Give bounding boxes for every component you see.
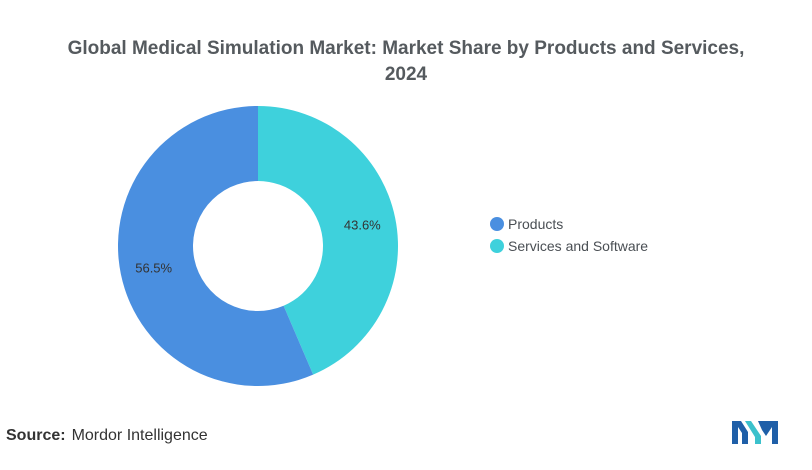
source-value: Mordor Intelligence: [71, 427, 208, 444]
legend: Products Services and Software: [490, 214, 648, 258]
chart-title: Global Medical Simulation Market: Market…: [0, 36, 812, 88]
source-note: Source: Mordor Intelligence: [6, 427, 208, 445]
legend-label-services-and-software: Services and Software: [508, 238, 649, 254]
data-label-services-and-software: 43.6%: [344, 218, 381, 233]
logo-right-shape: [758, 421, 778, 444]
source-key: Source:: [6, 427, 66, 444]
legend-label-products: Products: [508, 216, 564, 232]
data-label-products: 56.5%: [135, 260, 172, 275]
slice-products: [118, 106, 314, 386]
legend-item-services-and-software: Services and Software: [490, 236, 648, 256]
legend-swatch-products: [490, 217, 504, 231]
chart-title-line-2: 2024: [384, 64, 428, 85]
slice-services-and-software: [258, 105, 399, 375]
legend-swatch-services-and-software: [490, 239, 504, 253]
legend-item-products: Products: [490, 214, 648, 234]
chart-title-line-1: Global Medical Simulation Market: Market…: [67, 38, 745, 59]
logo-left-shape: [732, 421, 748, 444]
logo-middle-shape: [745, 421, 761, 444]
mordor-intelligence-logo: [732, 421, 778, 444]
